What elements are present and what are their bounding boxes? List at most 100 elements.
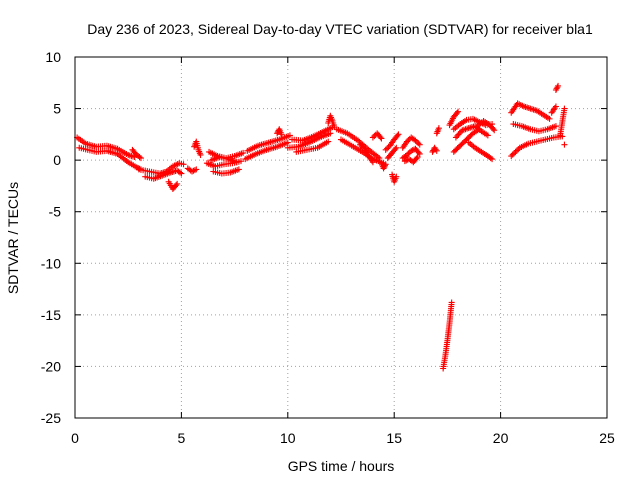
data-point xyxy=(416,141,423,148)
data-point xyxy=(191,167,198,174)
data-point xyxy=(382,161,389,168)
data-point xyxy=(358,143,365,150)
data-point xyxy=(394,132,401,139)
y-tick-label: -10 xyxy=(41,255,61,271)
y-tick-label: -20 xyxy=(41,358,61,374)
data-point xyxy=(240,149,247,156)
data-point xyxy=(392,146,399,153)
data-point xyxy=(176,169,183,176)
data-point xyxy=(325,138,332,145)
data-point xyxy=(489,156,496,163)
data-point xyxy=(235,166,242,173)
data-point xyxy=(453,109,460,116)
x-axis-label: GPS time / hours xyxy=(288,458,395,474)
y-tick-label: 5 xyxy=(53,101,61,117)
y-tick-label: 10 xyxy=(45,49,61,65)
x-tick-label: 15 xyxy=(386,430,402,446)
y-axis-label: SDTVAR / TECUs xyxy=(5,182,21,294)
data-point xyxy=(452,134,459,141)
data-point xyxy=(435,125,442,132)
data-point xyxy=(433,147,440,154)
data-point xyxy=(377,134,384,141)
data-point xyxy=(546,115,553,122)
data-point xyxy=(284,139,291,146)
x-tick-label: 5 xyxy=(178,430,186,446)
data-point xyxy=(180,161,187,168)
data-point xyxy=(429,148,436,155)
data-point xyxy=(491,127,498,134)
data-point xyxy=(513,147,520,154)
data-point xyxy=(384,145,391,152)
data-point xyxy=(189,168,196,175)
x-tick-label: 0 xyxy=(71,430,79,446)
y-tick-label: -15 xyxy=(41,307,61,323)
data-point xyxy=(178,170,185,177)
data-point xyxy=(401,158,408,165)
data-point xyxy=(403,151,410,158)
data-point xyxy=(369,159,376,166)
x-tick-label: 10 xyxy=(280,430,296,446)
data-layer xyxy=(74,82,568,372)
data-point xyxy=(137,155,144,162)
data-point xyxy=(408,147,415,154)
data-point xyxy=(511,150,518,157)
data-point xyxy=(380,165,387,172)
data-point xyxy=(416,150,423,157)
data-point xyxy=(561,105,568,112)
data-point xyxy=(512,148,519,155)
data-point xyxy=(381,164,388,171)
data-point xyxy=(456,130,463,137)
data-point xyxy=(414,154,421,161)
data-point xyxy=(552,103,559,110)
data-point xyxy=(359,144,366,151)
data-point xyxy=(395,131,402,138)
data-point xyxy=(415,140,422,147)
data-point xyxy=(382,146,389,153)
data-point xyxy=(553,85,560,92)
data-point xyxy=(357,141,364,148)
data-point xyxy=(412,137,419,144)
grid-layer xyxy=(75,57,607,418)
data-point xyxy=(190,167,197,174)
data-point xyxy=(233,159,240,166)
data-point xyxy=(193,166,200,173)
data-point xyxy=(174,180,181,187)
data-point xyxy=(448,299,455,306)
data-point xyxy=(487,155,494,162)
data-point xyxy=(286,132,293,139)
data-point xyxy=(136,154,143,161)
data-point xyxy=(515,146,522,153)
data-point xyxy=(455,108,462,115)
data-point xyxy=(552,87,559,94)
data-point xyxy=(393,144,400,151)
data-point xyxy=(405,150,412,157)
data-point xyxy=(403,138,410,145)
data-point xyxy=(413,138,420,145)
tick-layer: 0 5 10 15 20 25 -25 -20 -15 -10 -5 0 5 10 xyxy=(41,49,615,446)
data-point xyxy=(413,155,420,162)
data-point xyxy=(484,132,491,139)
data-point xyxy=(552,123,559,130)
data-point xyxy=(490,125,497,132)
chart-title: Day 236 of 2023, Sidereal Day-to-day VTE… xyxy=(87,21,593,37)
data-point xyxy=(561,141,568,148)
data-point xyxy=(327,130,334,137)
data-point xyxy=(555,82,562,89)
y-tick-label: 0 xyxy=(53,152,61,168)
data-point xyxy=(173,182,180,189)
data-point xyxy=(554,84,561,91)
plot-frame xyxy=(74,56,608,419)
data-point xyxy=(393,173,400,180)
y-tick-label: -25 xyxy=(41,410,61,426)
x-tick-label: 25 xyxy=(599,430,615,446)
data-point xyxy=(369,134,376,141)
data-point xyxy=(378,135,385,142)
data-point xyxy=(508,153,515,160)
data-point xyxy=(509,151,516,158)
x-tick-label: 20 xyxy=(493,430,509,446)
data-point xyxy=(381,162,388,169)
data-point xyxy=(405,137,412,144)
data-point xyxy=(197,151,204,158)
